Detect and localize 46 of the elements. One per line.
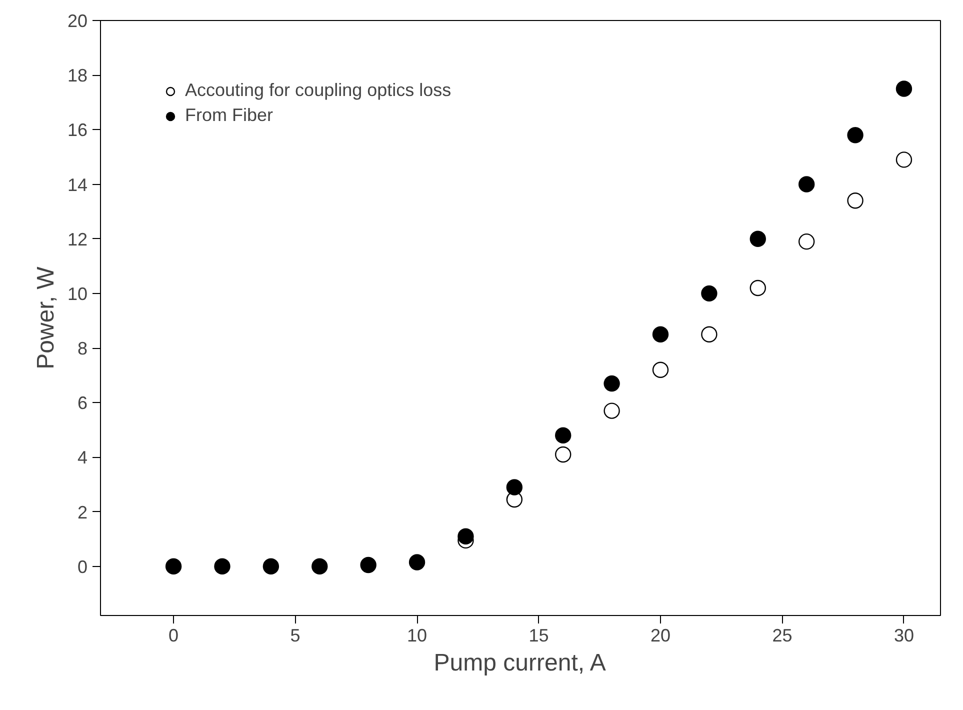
point — [847, 192, 864, 209]
x-tick-label: 0 — [168, 626, 179, 646]
legend-label: From Fiber — [185, 105, 274, 126]
x-tick-label: 20 — [650, 626, 671, 646]
y-tick-label: 14 — [67, 174, 88, 195]
point — [555, 427, 572, 444]
point — [652, 362, 669, 378]
point — [652, 326, 669, 342]
y-tick-label: 20 — [67, 11, 88, 31]
x-tick-label: 5 — [290, 626, 300, 646]
y-tick-label: 8 — [77, 338, 88, 359]
y-tick-label: 18 — [67, 66, 88, 86]
point — [896, 80, 912, 97]
point — [701, 326, 718, 342]
point — [896, 152, 912, 168]
point — [506, 479, 523, 496]
point — [847, 127, 864, 144]
x-tick-label: 30 — [894, 626, 914, 646]
point — [408, 554, 426, 570]
point — [312, 558, 328, 574]
point — [262, 558, 280, 574]
point — [604, 402, 620, 419]
y-tick-label: 0 — [77, 556, 88, 577]
x-tick-label: 10 — [407, 626, 428, 646]
x-tick-label: 25 — [772, 626, 792, 646]
point — [750, 230, 766, 247]
x-axis-title: Pump current, A — [434, 650, 606, 676]
legend-label: Accouting for coupling optics loss — [185, 80, 452, 101]
point — [798, 176, 815, 192]
y-tick-label: 12 — [67, 229, 88, 250]
y-axis-title: Power, W — [32, 266, 60, 370]
x-tick-label: 15 — [528, 626, 549, 646]
point — [604, 375, 620, 392]
point — [798, 233, 815, 250]
y-tick-label: 6 — [77, 393, 88, 414]
point — [701, 285, 718, 302]
point — [555, 446, 572, 463]
point — [750, 280, 766, 296]
point — [458, 528, 474, 544]
y-tick-label: 4 — [77, 448, 88, 468]
point — [165, 558, 182, 574]
point — [360, 556, 376, 574]
y-tick-label: 16 — [67, 120, 88, 140]
y-tick-label: 2 — [77, 502, 88, 522]
y-tick-label: 10 — [67, 284, 88, 304]
point — [214, 558, 230, 574]
